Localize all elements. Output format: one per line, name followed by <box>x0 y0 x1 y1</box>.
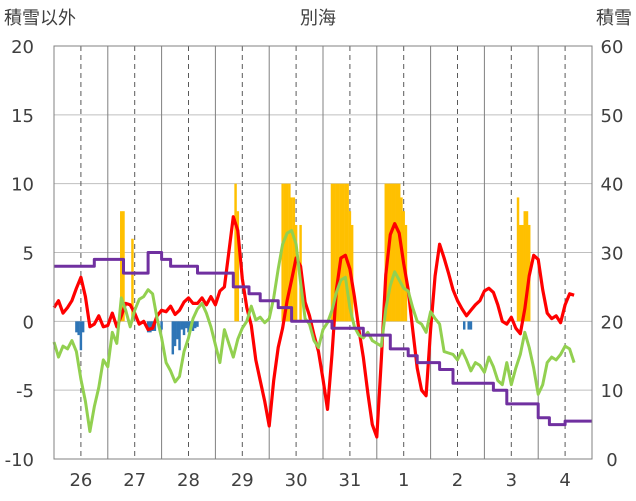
orange-bar <box>335 183 338 322</box>
orange-bar <box>288 183 291 322</box>
line-series <box>52 215 592 439</box>
purple-series-line <box>54 251 592 427</box>
blue-bar <box>171 321 175 355</box>
orange-bar <box>395 183 399 322</box>
left-tick-label: -5 <box>16 381 34 402</box>
orange-bar <box>337 183 340 322</box>
blue-bar <box>81 321 85 333</box>
day-label: 31 <box>338 470 361 491</box>
orange-bar <box>523 211 526 322</box>
day-label: 30 <box>285 470 308 491</box>
orange-bar <box>521 224 524 322</box>
day-label: 29 <box>231 470 254 491</box>
tick-labels: -10 -5 0 5 10 15 20 0 10 20 30 40 50 60 26 27 28 29 30 31 1 2… <box>5 37 624 491</box>
left-tick-label: 20 <box>11 37 34 58</box>
plot-frame <box>53 45 593 460</box>
right-tick-label: 30 <box>601 244 624 265</box>
right-tick-label: 40 <box>601 175 624 196</box>
blue-bar <box>180 321 184 330</box>
grid <box>54 45 592 460</box>
orange-bar <box>285 183 289 322</box>
right-axis-title: 積雪 <box>596 8 632 29</box>
orange-bar <box>236 211 240 322</box>
orange-bar <box>292 197 296 322</box>
day-label: 2 <box>452 470 463 491</box>
blue-bar <box>77 321 80 336</box>
orange-bar <box>393 183 396 322</box>
orange-bar <box>346 183 349 322</box>
blue-bar <box>178 321 181 351</box>
orange-bar <box>344 183 347 322</box>
blue-bar <box>187 321 190 333</box>
orange-bar <box>516 197 520 322</box>
orange-bar <box>389 183 392 322</box>
day-label: 1 <box>398 470 409 491</box>
right-tick-label: 60 <box>601 37 624 58</box>
orange-bar <box>234 183 237 322</box>
right-tick-label: 0 <box>606 450 617 471</box>
day-label: 27 <box>123 470 146 491</box>
orange-bar <box>339 183 343 322</box>
chart-title: 別海 <box>300 8 336 29</box>
blue-bar <box>182 321 186 336</box>
day-label: 4 <box>559 470 570 491</box>
orange-bar <box>330 183 334 322</box>
blue-bar <box>462 321 466 330</box>
blue-bar <box>75 321 78 333</box>
blue-bar <box>191 321 195 331</box>
orange-bar <box>519 224 522 322</box>
blue-bar <box>160 321 163 330</box>
right-tick-label: 20 <box>601 312 624 333</box>
left-axis-title: 積雪以外 <box>4 8 76 29</box>
orange-bar <box>384 183 387 322</box>
day-label: 3 <box>506 470 517 491</box>
blue-bar <box>149 321 152 333</box>
blue-bar <box>196 321 199 327</box>
blue-bar <box>467 321 470 330</box>
orange-bar <box>341 183 345 322</box>
left-tick-label: -10 <box>5 450 34 471</box>
orange-bar <box>290 197 293 322</box>
blue-bar <box>176 321 179 340</box>
orange-bar <box>525 211 529 322</box>
left-tick-label: 15 <box>11 106 34 127</box>
blue-bar <box>193 321 197 329</box>
day-label: 28 <box>177 470 200 491</box>
orange-bar <box>400 197 403 322</box>
blue-bar <box>79 321 83 351</box>
blue-bar <box>173 321 177 347</box>
orange-bar <box>131 238 134 322</box>
blue-bar <box>469 321 473 330</box>
blue-bar <box>185 321 188 329</box>
orange-bar <box>332 183 336 322</box>
orange-bar <box>397 183 401 322</box>
orange-bar <box>283 183 287 322</box>
left-tick-label: 10 <box>11 175 34 196</box>
left-tick-label: 5 <box>23 244 34 265</box>
orange-bar <box>120 211 123 322</box>
green-series-line <box>52 229 576 433</box>
day-label: 26 <box>69 470 92 491</box>
left-tick-label: 0 <box>23 312 34 333</box>
orange-bar <box>294 224 298 322</box>
right-tick-label: 10 <box>601 381 624 402</box>
orange-bar <box>391 183 394 322</box>
right-tick-label: 50 <box>601 106 624 127</box>
